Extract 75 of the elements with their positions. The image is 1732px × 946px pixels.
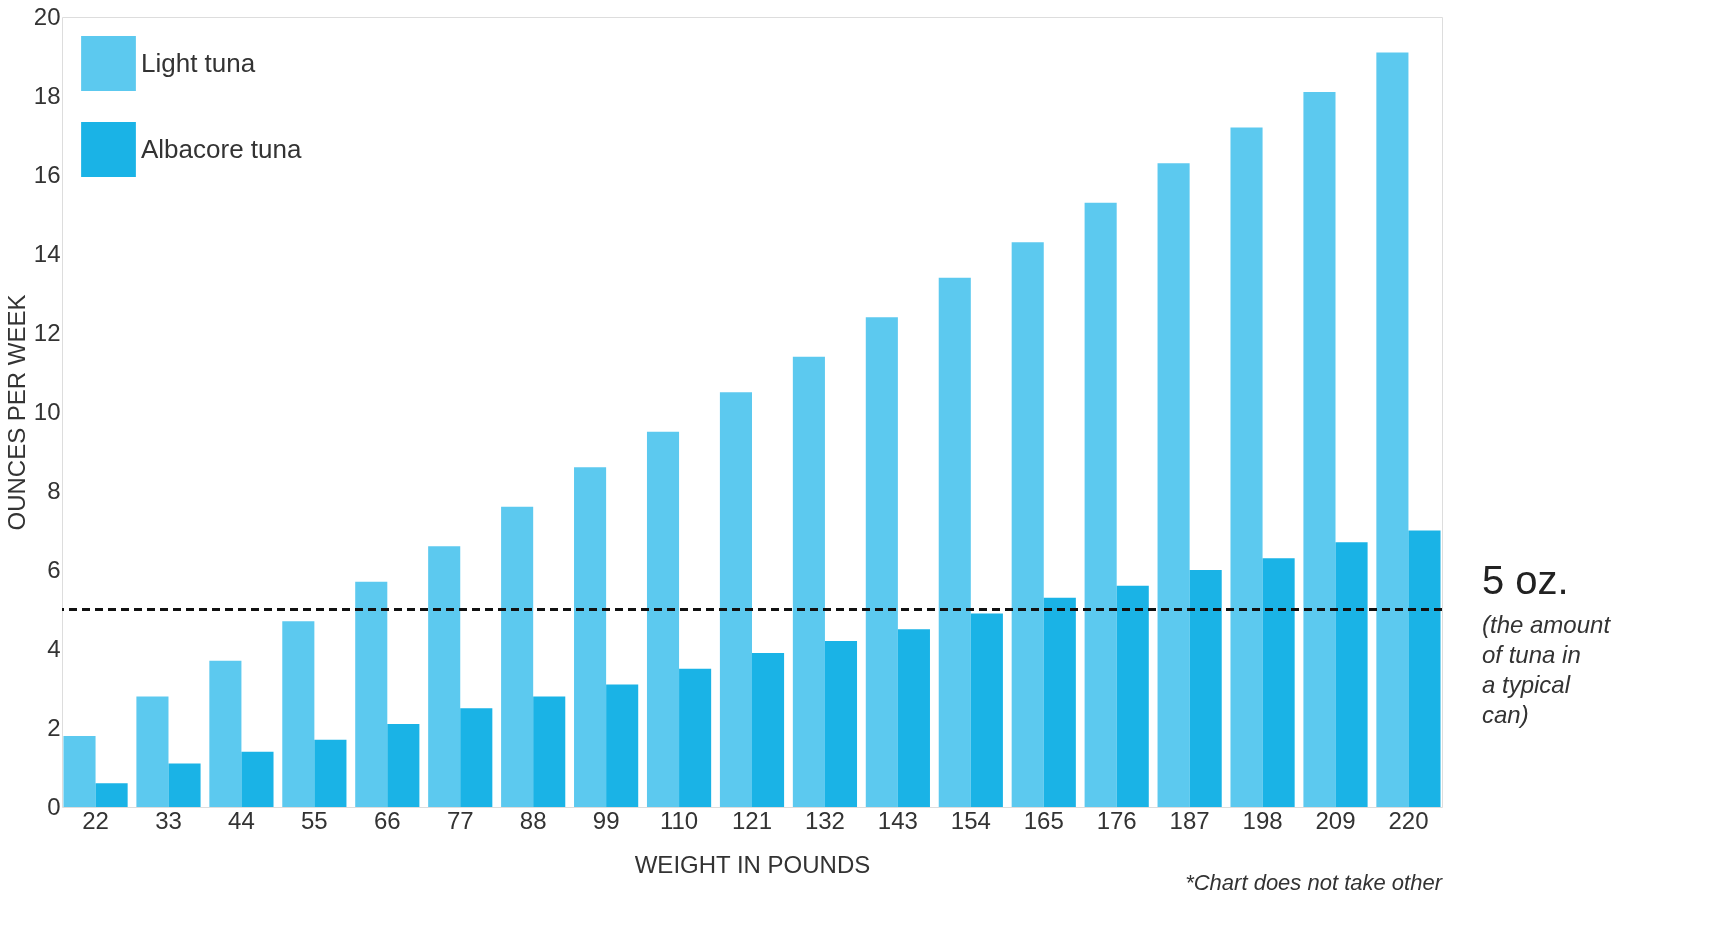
bar (1043, 597, 1076, 807)
ref-line-label: 5 oz. (1482, 557, 1569, 602)
x-tick-label: 154 (950, 806, 991, 834)
bar (719, 392, 752, 807)
bar (136, 696, 169, 807)
text: (the amount of tuna in a typical can) (1482, 610, 1612, 728)
x-tick-label: 165 (1023, 806, 1064, 834)
y-tick-label: 10 (33, 397, 61, 425)
y-axis-title: OUNCES PER WEEK (2, 294, 30, 531)
bar (209, 660, 242, 807)
x-tick-label: 44 (228, 806, 255, 834)
y-tick-label: 12 (33, 318, 61, 346)
bar (387, 724, 420, 807)
bar (752, 652, 785, 807)
x-tick-label: 55 (301, 806, 328, 834)
x-tick-label: 187 (1169, 806, 1210, 834)
bar (824, 641, 858, 807)
x-tick-label: 88 (519, 806, 547, 834)
bar (574, 467, 607, 807)
bar (95, 783, 128, 807)
bar (679, 668, 712, 807)
bar (865, 317, 898, 807)
bar (355, 581, 388, 807)
y-tick-label: 0 (47, 792, 61, 820)
bar (428, 546, 461, 807)
x-tick-label: 22 (82, 806, 109, 834)
y-tick-label: 18 (33, 81, 61, 109)
x-tick-label: 77 (446, 806, 474, 834)
bar (63, 735, 96, 807)
bar (897, 629, 930, 807)
x-tick-label: 99 (592, 806, 620, 834)
y-tick-label: 2 (47, 713, 61, 741)
bar (792, 356, 825, 807)
bar (1408, 530, 1441, 807)
y-tick-label: 14 (33, 239, 61, 267)
bar (606, 684, 639, 807)
bar (282, 621, 315, 807)
bar (1084, 202, 1117, 807)
x-tick-label: 198 (1242, 806, 1283, 834)
bar (1376, 52, 1409, 807)
bar (1011, 242, 1044, 807)
legend-label: Albacore tuna (141, 133, 302, 164)
y-tick-label: 8 (47, 476, 61, 504)
bar (314, 739, 347, 807)
bar (646, 431, 680, 807)
x-tick-label: 110 (659, 806, 699, 834)
x-tick-label: 220 (1388, 806, 1429, 834)
x-axis-title: WEIGHT IN POUNDS (634, 850, 871, 878)
x-tick-label: 209 (1315, 806, 1356, 834)
y-tick-label: 16 (33, 160, 61, 188)
bar (1262, 558, 1295, 807)
x-tick-label: 132 (804, 806, 845, 834)
y-tick-label: 4 (47, 634, 61, 662)
x-tick-label: 121 (731, 806, 773, 834)
x-tick-label: 176 (1096, 806, 1137, 834)
bar (1116, 585, 1149, 807)
bar (1157, 163, 1190, 807)
bar (1230, 127, 1263, 807)
legend-label: Light tuna (141, 47, 256, 78)
bar (1335, 542, 1368, 807)
x-tick-label: 143 (877, 806, 918, 834)
bar (241, 751, 274, 807)
y-tick-label: 20 (33, 2, 61, 30)
bar (938, 277, 971, 807)
bar (168, 763, 201, 807)
bar (460, 708, 493, 807)
bar (1303, 92, 1336, 807)
bar (501, 506, 534, 807)
bar (1189, 570, 1222, 807)
bar (970, 613, 1003, 807)
bar (533, 696, 566, 807)
text: *Chart does not take other (1185, 870, 1444, 895)
x-tick-label: 66 (373, 806, 401, 834)
y-tick-label: 6 (47, 555, 61, 583)
x-tick-label: 33 (155, 806, 182, 834)
